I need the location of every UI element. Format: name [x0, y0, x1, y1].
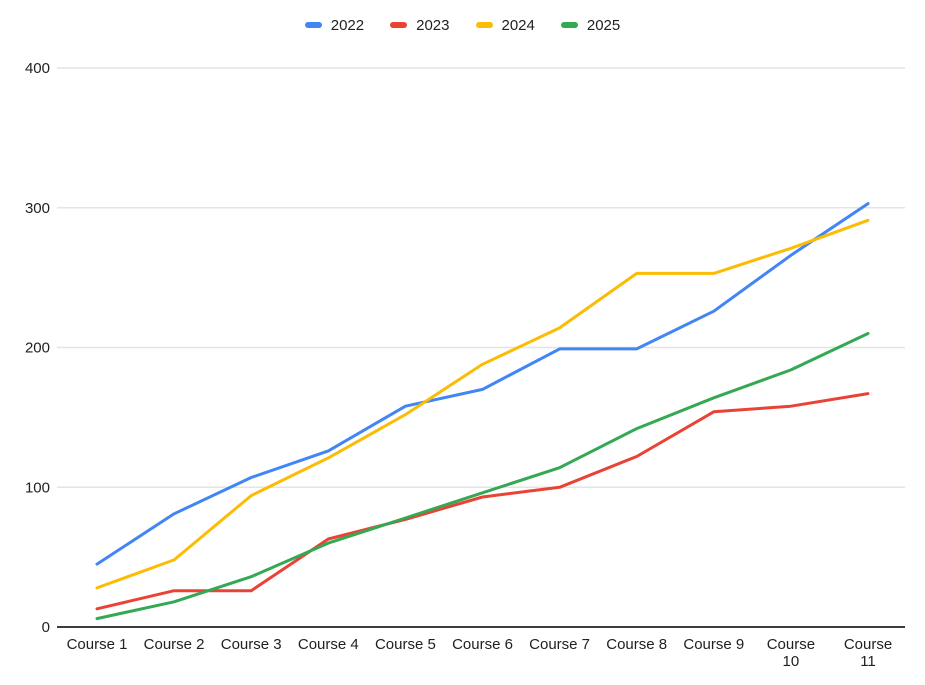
series-line-2023[interactable]	[95, 392, 870, 611]
y-tick-label-400: 400	[25, 60, 50, 77]
legend-label-2022: 2022	[330, 16, 365, 34]
legend-swatch-icon-2024	[475, 22, 493, 28]
x-tick-label-8: Course 8	[606, 636, 667, 653]
x-tick-label-10: Course 10	[767, 636, 815, 670]
y-tick-label-200: 200	[25, 340, 50, 357]
legend-item-2025[interactable]: 2025	[560, 16, 621, 34]
legend-swatch-icon-2023	[390, 22, 408, 28]
x-tick-label-3: Course 3	[221, 636, 282, 653]
chart-legend: 2022 2023 2024 2025	[0, 14, 925, 36]
legend-label-2023: 2023	[416, 16, 450, 34]
x-tick-label-4: Course 4	[298, 636, 359, 653]
x-tick-label-1: Course 1	[67, 636, 128, 653]
series-line-2022[interactable]	[95, 202, 870, 566]
x-tick-label-7: Course 7	[529, 636, 590, 653]
y-tick-label-0: 0	[42, 619, 50, 636]
legend-item-2022[interactable]: 2022	[304, 16, 365, 34]
x-tick-label-2: Course 2	[144, 636, 205, 653]
y-tick-label-300: 300	[25, 200, 50, 217]
legend-swatch-icon-2025	[560, 22, 578, 28]
legend-item-2023[interactable]: 2023	[390, 16, 450, 34]
x-tick-label-9: Course 9	[683, 636, 744, 653]
x-tick-label-5: Course 5	[375, 636, 436, 653]
legend-item-2024[interactable]: 2024	[475, 16, 535, 34]
y-tick-label-100: 100	[25, 479, 50, 496]
series-line-2025[interactable]	[95, 332, 870, 621]
legend-swatch-icon-2022	[304, 22, 322, 28]
legend-label-2025: 2025	[586, 16, 621, 34]
x-tick-label-11: Course 11	[844, 636, 892, 670]
x-tick-label-6: Course 6	[452, 636, 513, 653]
series-line-2024[interactable]	[95, 218, 870, 590]
legend-label-2024: 2024	[501, 16, 535, 34]
